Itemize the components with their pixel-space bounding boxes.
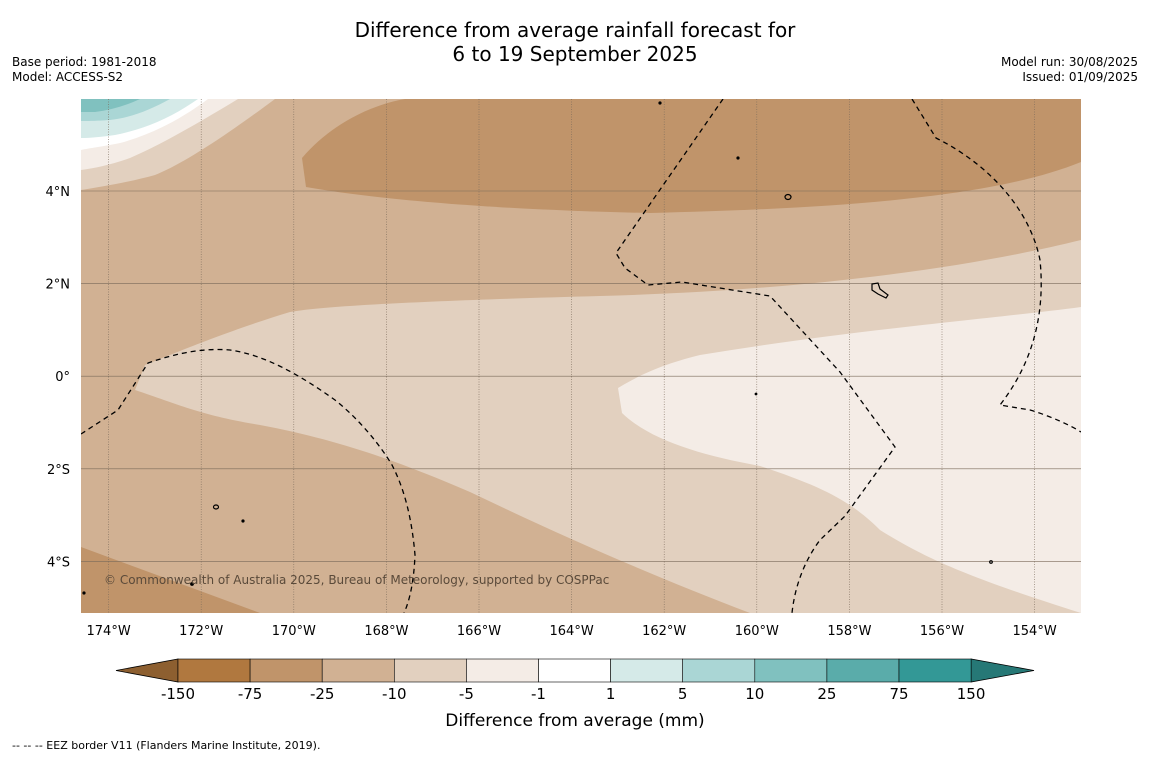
colorbar-title: Difference from average (mm): [445, 711, 704, 731]
rainfall-map: [81, 99, 1081, 613]
longitude-label: 160°W: [735, 624, 779, 639]
title-line-2: 6 to 19 September 2025: [452, 42, 698, 66]
colorbar-tick-label: -5: [459, 685, 474, 703]
colorbar-tick-label: 10: [745, 685, 764, 703]
colorbar-swatch: [249, 658, 323, 683]
run-info: Model run: 30/08/2025 Issued: 01/09/2025: [1001, 55, 1138, 85]
colorbar-tick-label: -1: [531, 685, 546, 703]
base-period-text: Base period: 1981-2018: [12, 55, 157, 69]
colorbar-swatch: [682, 658, 756, 683]
longitude-label: 154°W: [1013, 624, 1057, 639]
island: [212, 504, 220, 510]
latitude-label: 4°N: [46, 185, 71, 200]
colorbar-swatch: [898, 658, 972, 683]
eez-borders: [81, 99, 1081, 613]
island: [784, 193, 792, 201]
colorbar-tick-label: -150: [161, 685, 195, 703]
colorbar-swatch: [177, 658, 251, 683]
latitude-labels: 4°N 2°N 0° 2°S 4°S: [46, 185, 71, 570]
island: [754, 392, 758, 396]
band-wet-25-northwest: [81, 99, 140, 112]
band-dry-75-north: [302, 99, 1081, 213]
island: [736, 156, 740, 160]
latitude-label: 2°N: [46, 278, 71, 293]
eez-border-west: [81, 348, 416, 613]
island: [190, 582, 194, 586]
colorbar-tick-label: 75: [889, 685, 908, 703]
longitude-label: 164°W: [550, 624, 594, 639]
island: [241, 519, 245, 523]
model-info: Base period: 1981-2018 Model: ACCESS-S2: [12, 55, 157, 85]
colorbar-tick-label: -10: [382, 685, 407, 703]
island: [871, 282, 889, 299]
longitude-label: 162°W: [642, 624, 686, 639]
latitude-label: 4°S: [47, 555, 70, 570]
island: [989, 560, 993, 564]
colorbar-swatch: [466, 658, 539, 683]
map-title: Difference from average rainfall forecas…: [0, 18, 1150, 66]
band-dry-75-south: [81, 547, 260, 613]
title-line-1: Difference from average rainfall forecas…: [354, 18, 796, 42]
model-run-text: Model run: 30/08/2025: [1000, 55, 1138, 69]
eez-legend-text: -- -- -- EEZ border V11 (Flanders Marine…: [12, 739, 321, 752]
model-text: Model: ACCESS-S2: [12, 70, 124, 84]
colorbar: -150 -75 -25 -10 -5 -1 1 5 10 25 75 150: [115, 658, 1035, 703]
island: [82, 591, 86, 595]
latitude-label: 2°S: [47, 463, 70, 478]
colorbar-swatch: [538, 658, 611, 683]
colorbar-swatch: [393, 658, 467, 683]
longitude-label: 170°W: [272, 624, 316, 639]
copyright-text: © Commonwealth of Australia 2025, Bureau…: [104, 573, 609, 587]
colorbar-swatch: [826, 658, 900, 683]
longitude-label: 168°W: [364, 624, 408, 639]
colorbar-low-extend: [115, 658, 179, 683]
islands: [82, 101, 993, 595]
colorbar-tick-label: 5: [678, 685, 688, 703]
colorbar-tick-label: 1: [606, 685, 616, 703]
issued-text: Issued: 01/09/2025: [1022, 70, 1138, 84]
colorbar-tick-label: 25: [817, 685, 836, 703]
longitude-label: 174°W: [87, 624, 131, 639]
longitude-label: 158°W: [827, 624, 871, 639]
latitude-label: 0°: [55, 370, 70, 385]
band-dry-10: [135, 240, 1081, 613]
longitude-label: 156°W: [920, 624, 964, 639]
colorbar-swatch: [321, 658, 395, 683]
longitude-labels: 174°W 172°W 170°W 168°W 166°W 164°W 162°W 160°W…: [87, 624, 1057, 639]
colorbar-tick-label: -25: [310, 685, 335, 703]
eez-border-central: [615, 99, 896, 613]
longitude-label: 172°W: [179, 624, 223, 639]
colorbar-swatch: [610, 658, 683, 683]
eez-border-east: [911, 99, 1081, 433]
colorbar-tick-label: -75: [238, 685, 263, 703]
colorbar-tick-label: 150: [957, 685, 986, 703]
longitude-label: 166°W: [457, 624, 501, 639]
colorbar-swatch: [754, 658, 828, 683]
colorbar-high-extend: [970, 658, 1035, 683]
island: [658, 101, 662, 105]
